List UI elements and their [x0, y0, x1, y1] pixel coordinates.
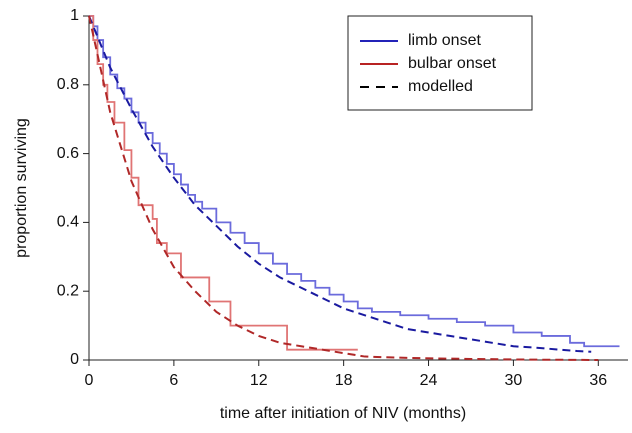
x-axis-label: time after initiation of NIV (months) [220, 405, 466, 422]
legend-label: bulbar onset [408, 55, 497, 72]
y-tick-label: 0.2 [57, 282, 79, 299]
survival-curve [89, 15, 620, 348]
x-tick-label: 18 [335, 372, 353, 389]
x-tick-label: 36 [589, 372, 607, 389]
x-tick-label: 0 [85, 372, 94, 389]
y-tick-label: 0.4 [57, 214, 79, 231]
y-tick-label: 0.8 [57, 76, 79, 93]
model-curve [88, 15, 592, 353]
legend-label: modelled [408, 78, 473, 95]
y-tick-label: 0 [70, 351, 79, 368]
x-tick-label: 12 [250, 372, 268, 389]
survival-curve [89, 15, 358, 351]
legend-label: limb onset [408, 32, 481, 49]
x-tick-label: 6 [169, 372, 178, 389]
model-curve [88, 15, 599, 361]
y-tick-label: 0.6 [57, 145, 79, 162]
x-tick-label: 24 [420, 372, 438, 389]
y-tick-label: 1 [70, 7, 79, 24]
x-tick-label: 30 [505, 372, 523, 389]
y-axis-label: proportion surviving [13, 118, 30, 258]
